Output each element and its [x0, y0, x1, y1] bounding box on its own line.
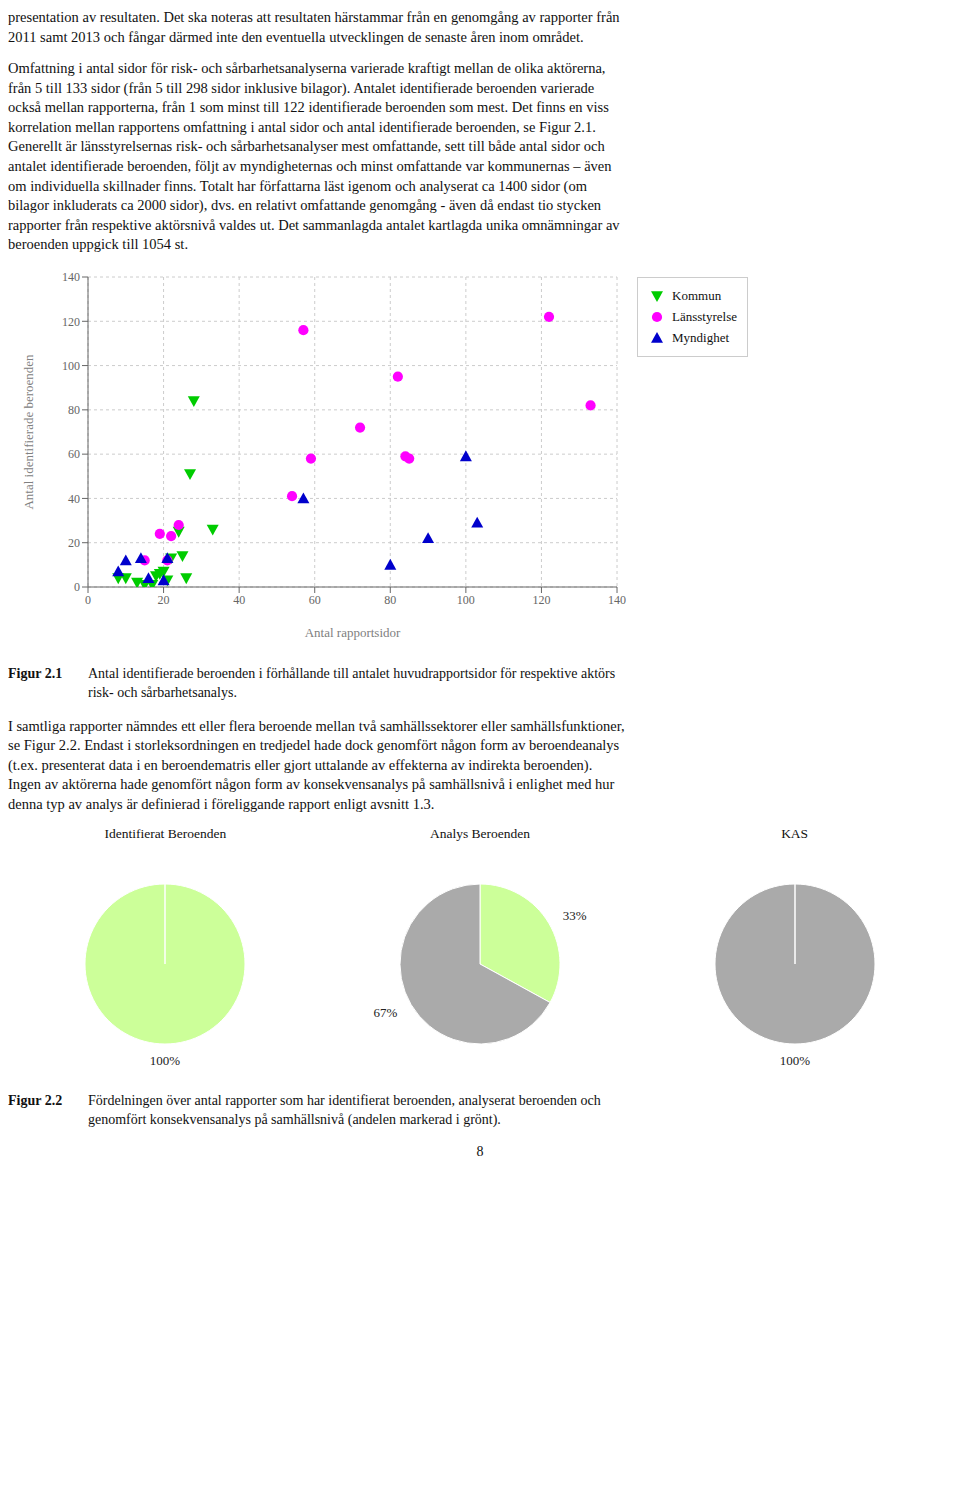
svg-text:140: 140 [608, 592, 626, 606]
svg-text:80: 80 [68, 403, 80, 417]
html-text:presentation av resultaten. De: presentation av resultaten. Det ska note… [8, 9, 620, 45]
svg-text:40: 40 [233, 592, 245, 606]
svg-text:140: 140 [62, 270, 80, 284]
html-text:Länsstyrelse: Länsstyrelse [672, 308, 737, 324]
html-text:Omfattning i antal sidor för r: Omfattning i antal sidor för risk- och s… [8, 60, 620, 253]
svg-text:100%: 100% [779, 1053, 810, 1068]
svg-text:100%: 100% [150, 1053, 181, 1068]
svg-text:100: 100 [457, 592, 475, 606]
html-text:Figur 2.1: Figur 2.1 [8, 665, 63, 681]
html-text:genomfört konsekvensanalys på: genomfört konsekvensanalys på samhällsni… [88, 1112, 501, 1128]
html-text:Kommun: Kommun [672, 287, 722, 303]
svg-text:40: 40 [68, 491, 80, 505]
svg-text:33%: 33% [563, 908, 587, 923]
svg-text:60: 60 [309, 592, 321, 606]
svg-text:120: 120 [532, 592, 550, 606]
html-text:Myndighet: Myndighet [672, 329, 730, 345]
html-text:Figur 2.2: Figur 2.2 [8, 1093, 63, 1109]
svg-text:60: 60 [68, 447, 80, 461]
svg-text:Antal rapportsidor: Antal rapportsidor [305, 625, 401, 640]
svg-text:120: 120 [62, 314, 80, 328]
html-text:Analys Beroenden: Analys Beroenden [429, 826, 530, 842]
svg-text:Antal identifierade beroenden: Antal identifierade beroenden [21, 354, 36, 510]
svg-text:20: 20 [158, 592, 170, 606]
html-text:8: 8 [476, 1144, 484, 1160]
svg-text:100: 100 [62, 359, 80, 373]
svg-text:0: 0 [85, 592, 91, 606]
html-text:I samtliga rapporter nämndes e: I samtliga rapporter nämndes ett eller f… [8, 717, 625, 812]
html-text:Antal identifierade beroenden: Antal identifierade beroenden i förhålla… [88, 665, 616, 681]
svg-text:0: 0 [74, 580, 80, 594]
svg-text:67%: 67% [374, 1006, 398, 1021]
svg-text:20: 20 [68, 536, 80, 550]
html-text:KAS: KAS [781, 826, 809, 842]
html-text:Fördelningen över antal rappor: Fördelningen över antal rapporter som ha… [88, 1093, 601, 1109]
html-text:Identifierat Beroenden: Identifierat Beroenden [104, 826, 227, 842]
svg-text:80: 80 [384, 592, 396, 606]
html-text:risk- och sårbarhetsanalys.: risk- och sårbarhetsanalys. [88, 684, 237, 700]
